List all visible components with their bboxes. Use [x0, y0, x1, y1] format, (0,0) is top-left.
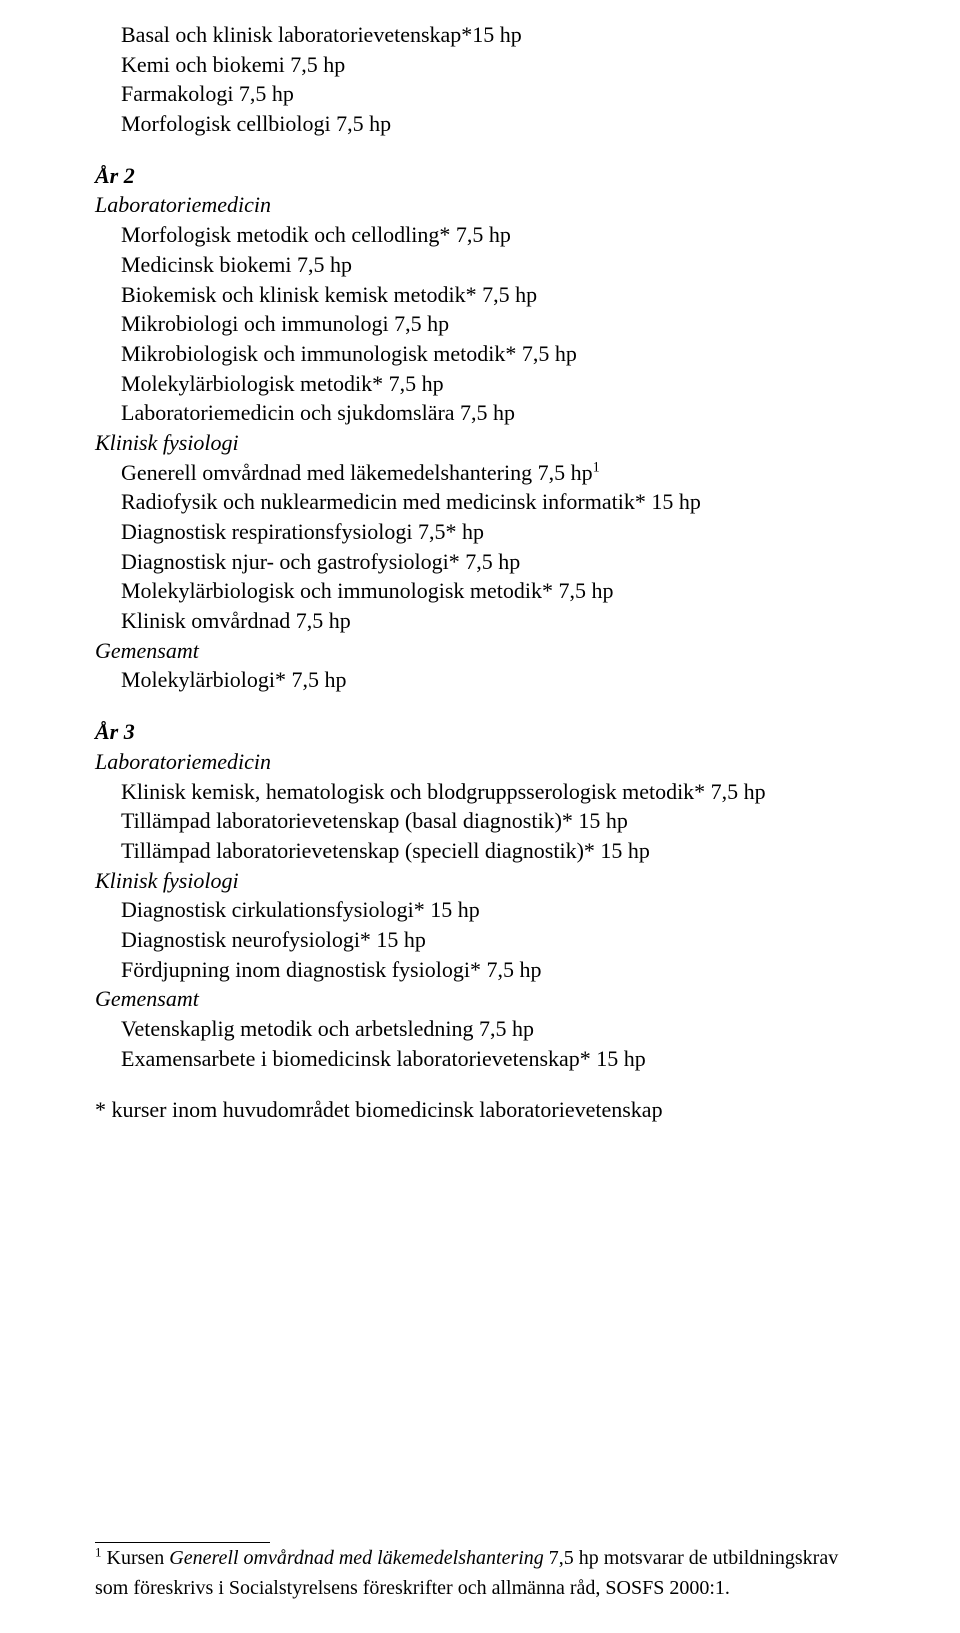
course-line: Molekylärbiologisk och immunologisk meto… — [121, 576, 865, 606]
year2-heading: År 2 — [95, 161, 865, 191]
footnote-text: 1 Kursen Generell omvårdnad med läkemede… — [95, 1543, 865, 1603]
course-line: Vetenskaplig metodik och arbetsledning 7… — [121, 1014, 865, 1044]
course-text: Generell omvårdnad med läkemedelshanteri… — [121, 460, 593, 485]
course-line: Farmakologi 7,5 hp — [121, 79, 865, 109]
course-line: Laboratoriemedicin och sjukdomslära 7,5 … — [121, 398, 865, 428]
year3-sub-gem: Gemensamt — [95, 984, 865, 1014]
course-line: Diagnostisk neurofysiologi* 15 hp — [121, 925, 865, 955]
course-line: Fördjupning inom diagnostisk fysiologi* … — [121, 955, 865, 985]
year3-sub-lab: Laboratoriemedicin — [95, 747, 865, 777]
year1-trailing-block: Basal och klinisk laboratorievetenskap*1… — [95, 20, 865, 139]
year2-sub-kf: Klinisk fysiologi — [95, 428, 865, 458]
year2-kf-list: Generell omvårdnad med läkemedelshanteri… — [95, 458, 865, 636]
year2-sub-gem: Gemensamt — [95, 636, 865, 666]
footnote-ref: 1 — [593, 459, 600, 475]
course-line: Medicinsk biokemi 7,5 hp — [121, 250, 865, 280]
course-line: Diagnostisk njur- och gastrofysiologi* 7… — [121, 547, 865, 577]
year2-sub-lab: Laboratoriemedicin — [95, 190, 865, 220]
course-line: Biokemisk och klinisk kemisk metodik* 7,… — [121, 280, 865, 310]
year3-block: År 3 Laboratoriemedicin Klinisk kemisk, … — [95, 717, 865, 1073]
course-line: Basal och klinisk laboratorievetenskap*1… — [121, 20, 865, 50]
course-line: Klinisk kemisk, hematologisk och blodgru… — [121, 777, 865, 807]
page-body: Basal och klinisk laboratorievetenskap*1… — [0, 0, 960, 1125]
footnote-italic: Generell omvårdnad med läkemedelshanteri… — [169, 1547, 544, 1569]
asterisk-note: * kurser inom huvudområdet biomedicinsk … — [95, 1095, 865, 1125]
year3-kf-list: Diagnostisk cirkulationsfysiologi* 15 hp… — [95, 895, 865, 984]
year3-sub-kf: Klinisk fysiologi — [95, 866, 865, 896]
year3-lab-list: Klinisk kemisk, hematologisk och blodgru… — [95, 777, 865, 866]
year3-gem-list: Vetenskaplig metodik och arbetsledning 7… — [95, 1014, 865, 1073]
footnote-block: 1 Kursen Generell omvårdnad med läkemede… — [95, 1542, 865, 1603]
course-line: Morfologisk metodik och cellodling* 7,5 … — [121, 220, 865, 250]
course-line: Tillämpad laboratorievetenskap (basal di… — [121, 806, 865, 836]
course-line: Molekylärbiologisk metodik* 7,5 hp — [121, 369, 865, 399]
year3-heading: År 3 — [95, 717, 865, 747]
course-line: Radiofysik och nuklearmedicin med medici… — [121, 487, 865, 517]
course-line: Morfologisk cellbiologi 7,5 hp — [121, 109, 865, 139]
course-line: Klinisk omvårdnad 7,5 hp — [121, 606, 865, 636]
course-line: Mikrobiologisk och immunologisk metodik*… — [121, 339, 865, 369]
course-line: Tillämpad laboratorievetenskap (speciell… — [121, 836, 865, 866]
course-line: Diagnostisk respirationsfysiologi 7,5* h… — [121, 517, 865, 547]
course-line: Examensarbete i biomedicinsk laboratorie… — [121, 1044, 865, 1074]
course-line: Kemi och biokemi 7,5 hp — [121, 50, 865, 80]
footnote-pre: Kursen — [102, 1547, 170, 1569]
course-line: Diagnostisk cirkulationsfysiologi* 15 hp — [121, 895, 865, 925]
year2-lab-list: Morfologisk metodik och cellodling* 7,5 … — [95, 220, 865, 428]
course-line: Generell omvårdnad med läkemedelshanteri… — [121, 458, 865, 488]
year2-block: År 2 Laboratoriemedicin Morfologisk meto… — [95, 161, 865, 695]
course-line: Mikrobiologi och immunologi 7,5 hp — [121, 309, 865, 339]
course-line: Molekylärbiologi* 7,5 hp — [121, 665, 865, 695]
year2-gem-list: Molekylärbiologi* 7,5 hp — [95, 665, 865, 695]
